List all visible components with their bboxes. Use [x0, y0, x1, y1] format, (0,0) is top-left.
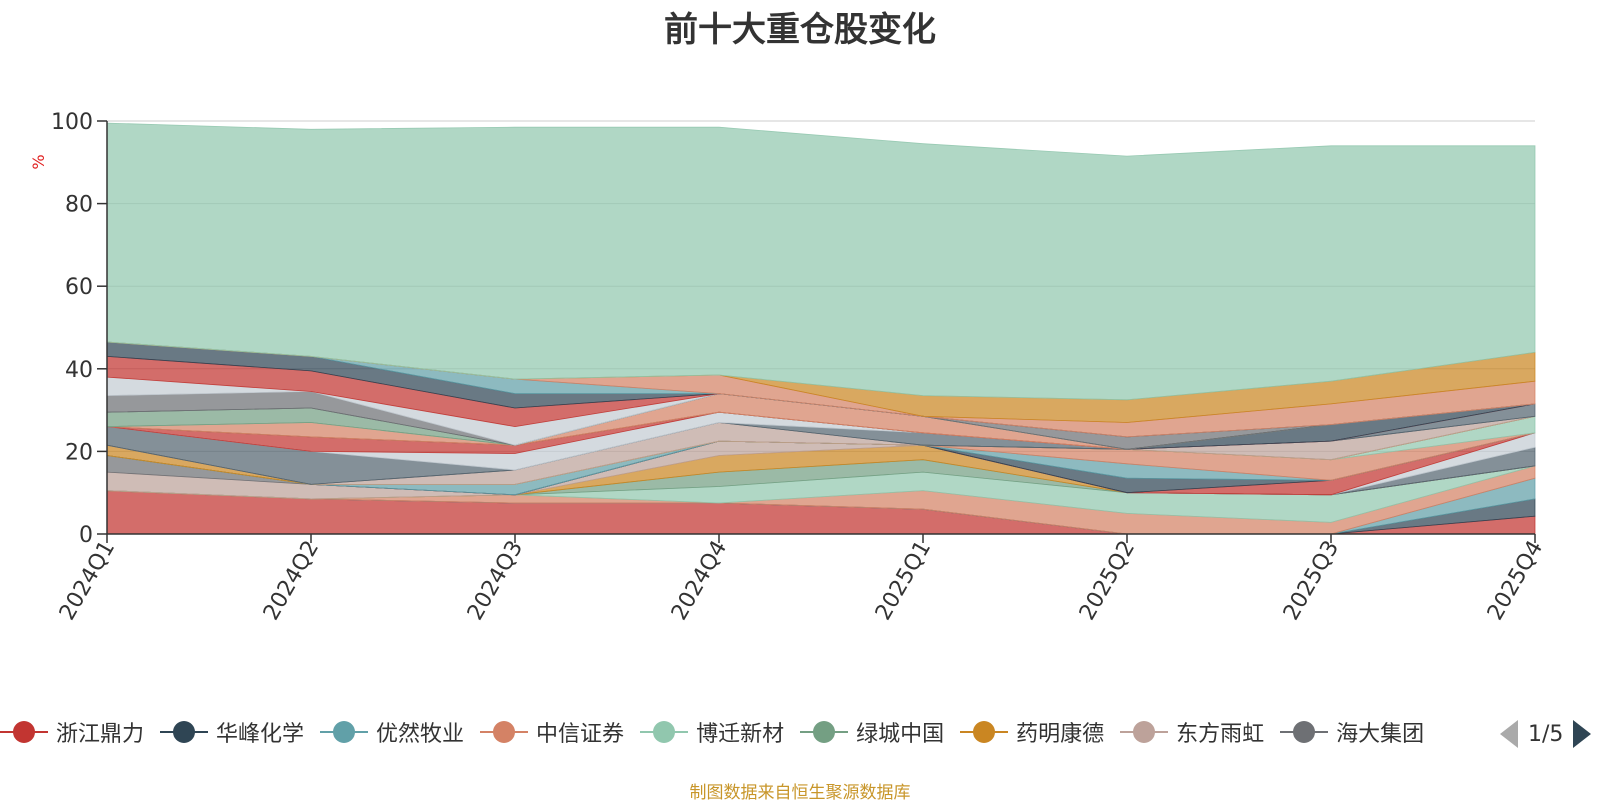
x-tick-label-1: 2024Q2	[259, 537, 324, 625]
legend-label-5: 绿城中国	[856, 722, 945, 747]
legend-next-page-button[interactable]	[1573, 720, 1592, 748]
legend-item-2[interactable]: 优然牧业	[320, 712, 464, 752]
x-tick-label-7: 2025Q4	[1483, 537, 1548, 625]
legend-label-1: 华峰化学	[216, 722, 305, 747]
legend-label-6: 药明康德	[1016, 722, 1105, 747]
legend-swatch-5	[800, 720, 849, 744]
legend-item-8[interactable]: 海大集团	[1280, 712, 1424, 752]
area-series	[106, 122, 1536, 535]
legend-swatch-8	[1280, 720, 1329, 744]
legend-label-0: 浙江鼎力	[56, 722, 145, 747]
legend-item-5[interactable]: 绿城中国	[800, 712, 944, 752]
y-tick-label-1: 20	[65, 440, 93, 465]
legend-item-7[interactable]: 东方雨虹	[1120, 712, 1264, 752]
legend-item-6[interactable]: 药明康德	[960, 712, 1104, 752]
x-tick-label-2: 2024Q3	[463, 537, 528, 625]
legend-label-8: 海大集团	[1336, 722, 1425, 747]
area-series-36	[106, 122, 1536, 401]
legend-swatch-1	[160, 720, 209, 744]
legend-label-7: 东方雨虹	[1176, 722, 1265, 747]
legend-swatch-3	[480, 720, 529, 744]
legend-prev-page-button[interactable]	[1500, 720, 1518, 748]
legend-swatch-7	[1120, 720, 1169, 744]
x-tick-label-4: 2025Q1	[871, 537, 936, 625]
legend-label-2: 优然牧业	[376, 722, 465, 747]
x-tick-label-5: 2025Q2	[1075, 537, 1140, 625]
data-source-note: 制图数据来自恒生聚源数据库	[689, 783, 911, 803]
legend-item-1[interactable]: 华峰化学	[160, 712, 304, 752]
legend-pager: 1/5	[1500, 716, 1592, 752]
y-tick-label-0: 0	[79, 523, 93, 548]
legend: 浙江鼎力 华峰化学 优然牧业 中信证券 博迁新材 绿城中国 药明康德 东方雨虹 海大集团	[0, 712, 1480, 752]
legend-swatch-2	[320, 720, 369, 744]
x-tick-label-3: 2024Q4	[667, 537, 732, 625]
legend-item-0[interactable]: 浙江鼎力	[0, 712, 144, 752]
legend-item-4[interactable]: 博迁新材	[640, 712, 784, 752]
x-tick-label-6: 2025Q3	[1279, 537, 1344, 625]
y-axis-label: %	[29, 154, 48, 169]
y-tick-label-3: 60	[65, 275, 93, 300]
y-tick-label-4: 80	[65, 193, 93, 218]
legend-swatch-0	[0, 720, 48, 744]
y-tick-label-2: 40	[65, 358, 93, 383]
legend-label-3: 中信证券	[536, 722, 625, 747]
legend-page-indicator: 1/5	[1528, 721, 1564, 747]
chart-title: 前十大重仓股变化	[664, 10, 936, 50]
legend-item-3[interactable]: 中信证券	[480, 712, 624, 752]
legend-swatch-6	[960, 720, 1009, 744]
y-tick-label-5: 100	[51, 110, 93, 135]
legend-swatch-4	[640, 720, 689, 744]
legend-label-4: 博迁新材	[696, 722, 785, 747]
x-tick-label-0: 2024Q1	[55, 537, 120, 625]
stacked-area-chart: 0 20 40 60 80 100% 2024Q1 2024Q2 2024Q3 2024Q4 202…	[29, 110, 1548, 625]
